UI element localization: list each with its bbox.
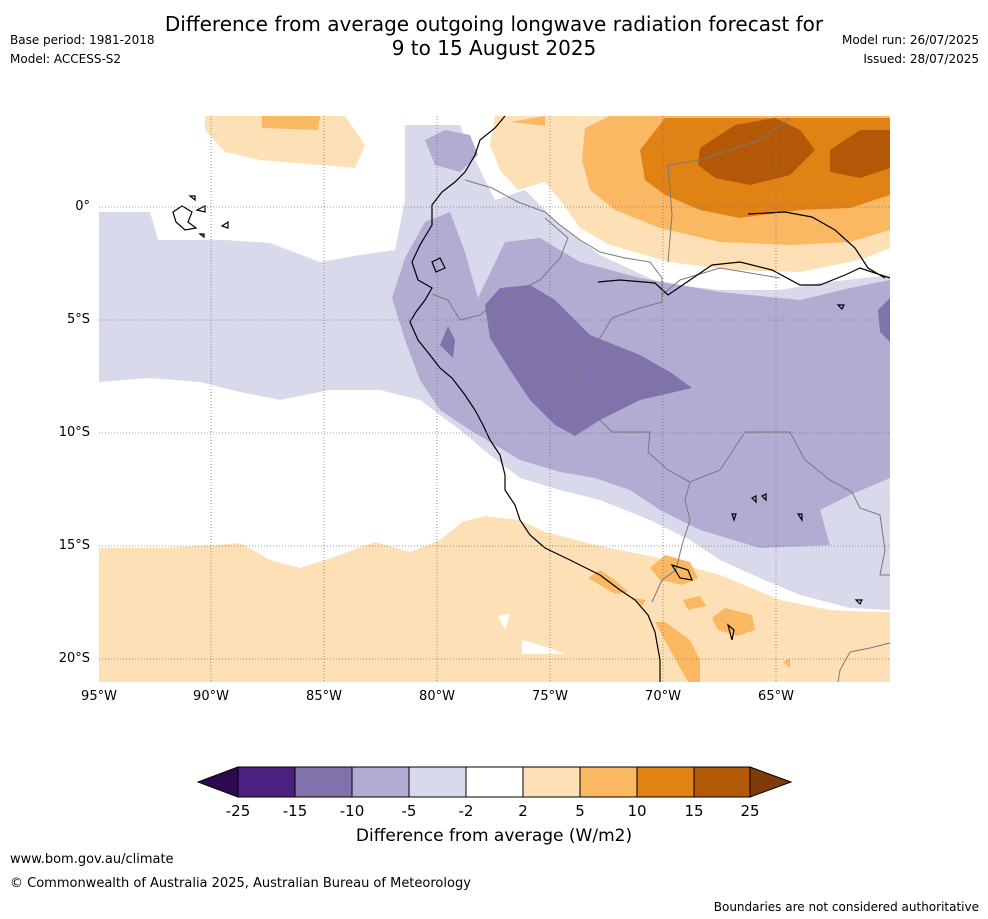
anomaly-patch-3 xyxy=(712,608,755,636)
colorbar-tick: 2 xyxy=(518,802,528,820)
lon-label-70w: 70°W xyxy=(645,689,681,704)
anomaly-patch-1 xyxy=(650,555,698,585)
lon-label-65w: 65°W xyxy=(758,689,794,704)
colorbar-bin-3 xyxy=(351,766,410,798)
colorbar-title: Difference from average (W/m2) xyxy=(355,826,633,846)
anomaly-patch-4 xyxy=(655,622,700,682)
anomaly-region-brown-west xyxy=(698,118,815,185)
issued-date: Issued: 28/07/2025 xyxy=(863,52,979,66)
anomaly-patch-5 xyxy=(683,596,706,610)
colorbar-extend-high xyxy=(749,766,793,798)
anomaly-region-light-peach-nw xyxy=(205,116,365,168)
colorbar-bin-9 xyxy=(693,766,751,798)
lon-label-75w: 75°W xyxy=(532,689,568,704)
anomaly-region-dark-lavender-east xyxy=(878,298,890,342)
colorbar-bin-8 xyxy=(636,766,695,798)
anomaly-region-light-peach-south xyxy=(99,516,890,682)
base-period: Base period: 1981-2018 xyxy=(10,33,155,47)
anomaly-patch-6 xyxy=(634,598,646,606)
colorbar-bin-4 xyxy=(408,766,467,798)
lon-label-95w: 95°W xyxy=(81,689,117,704)
title-line-2: 9 to 15 August 2025 xyxy=(391,36,597,60)
title-line-1: Difference from average outgoing longwav… xyxy=(164,12,824,36)
anomaly-region-dark-lavender xyxy=(485,285,692,436)
anomaly-region-medium-lavender-north xyxy=(425,130,478,172)
map-title: Difference from average outgoing longwav… xyxy=(0,12,988,60)
colorbar xyxy=(196,766,793,798)
colorbar-tick: 25 xyxy=(740,802,760,820)
lat-label-0: 0° xyxy=(75,199,90,214)
lon-label-90w: 90°W xyxy=(193,689,229,704)
anomaly-region-light-orange-nw xyxy=(262,116,320,130)
copyright-notice: © Commonwealth of Australia 2025, Austra… xyxy=(10,876,471,891)
anomaly-hole-2 xyxy=(522,640,565,654)
anomaly-region-light-orange-strip xyxy=(510,116,545,126)
colorbar-tick: 10 xyxy=(627,802,647,820)
lat-label-20s: 20°S xyxy=(58,651,90,666)
country-borders xyxy=(431,117,890,682)
colorbar-bin-7 xyxy=(579,766,638,798)
lon-label-85w: 85°W xyxy=(306,689,342,704)
lat-label-5s: 5°S xyxy=(66,312,90,327)
lat-label-10s: 10°S xyxy=(58,425,90,440)
anomaly-hole-1 xyxy=(498,614,510,630)
colorbar-tick: -10 xyxy=(339,802,365,820)
model-name: Model: ACCESS-S2 xyxy=(10,52,122,66)
colorbar-bin-1 xyxy=(237,766,296,798)
colorbar-extend-low xyxy=(196,766,239,798)
anomaly-region-brown-east xyxy=(830,130,890,178)
colorbar-tick: -5 xyxy=(401,802,417,820)
coastlines xyxy=(172,116,890,682)
colorbar-bin-6 xyxy=(522,766,581,798)
colorbar-tick: 15 xyxy=(684,802,704,820)
lon-label-80w: 80°W xyxy=(419,689,455,704)
anomaly-patch-7 xyxy=(783,658,790,668)
lat-label-15s: 15°S xyxy=(58,538,90,553)
colorbar-tick: -15 xyxy=(282,802,308,820)
anomaly-region-dark-lavender-coast xyxy=(440,326,455,358)
website-link[interactable]: www.bom.gov.au/climate xyxy=(10,852,174,867)
colorbar-tick: -25 xyxy=(225,802,251,820)
map-fields xyxy=(99,116,890,682)
colorbar-bin-5 xyxy=(465,766,524,798)
colorbar-tick: 5 xyxy=(575,802,585,820)
model-run: Model run: 26/07/2025 xyxy=(841,33,979,47)
colorbar-tick: -2 xyxy=(458,802,474,820)
boundary-disclaimer: Boundaries are not considered authoritat… xyxy=(713,900,979,914)
gridlines xyxy=(99,116,890,682)
colorbar-bin-2 xyxy=(294,766,353,798)
